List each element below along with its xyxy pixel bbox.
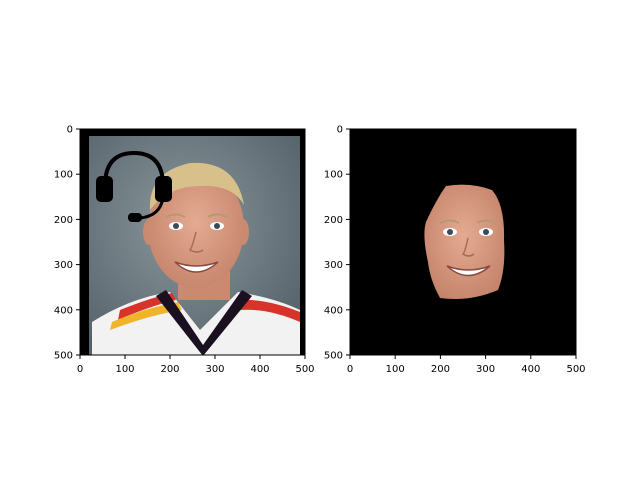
x-tick-label: 300 [205,364,224,375]
smile [174,261,219,273]
headset-icon [96,150,172,222]
x-tick-label: 500 [566,364,585,375]
x-tick-label: 400 [250,364,269,375]
y-tick-label: 0 [67,125,73,136]
right-image-panel [350,129,576,355]
jersey-stripe-yellow [110,302,182,330]
y-tick-label: 200 [54,215,73,226]
left-image-panel [80,129,305,355]
face [148,168,244,288]
x-tick-label: 200 [160,364,179,375]
y-tick-label: 100 [54,170,73,181]
x-tick-label: 400 [521,364,540,375]
segmented-face [424,184,505,299]
axes-frame-right [349,128,577,356]
x-tick-label: 0 [77,364,83,375]
x-tick-label: 200 [431,364,450,375]
x-tick-label: 500 [295,364,314,375]
axes-frame-left [79,128,306,356]
y-tick-label: 200 [324,215,343,226]
y-tick-label: 500 [54,351,73,362]
hair [149,162,244,210]
jersey-stripe-red-right [236,299,300,322]
nose [188,231,204,253]
y-tick-label: 500 [324,351,343,362]
y-tick-label: 400 [324,305,343,316]
y-tick-label: 300 [54,260,73,271]
x-tick-label: 0 [347,364,353,375]
jersey-collar [156,290,252,355]
y-tick-label: 300 [324,260,343,271]
y-tick-label: 0 [337,125,343,136]
axis-ticks: 0 100 200 300 400 500 0 100 200 300 400 500 0 100 200 3… [54,125,586,376]
y-tick-label: 100 [324,170,343,181]
portrait-image [80,129,305,355]
x-tick-label: 300 [476,364,495,375]
y-tick-label: 400 [54,305,73,316]
x-tick-label: 100 [386,364,405,375]
x-tick-label: 100 [115,364,134,375]
